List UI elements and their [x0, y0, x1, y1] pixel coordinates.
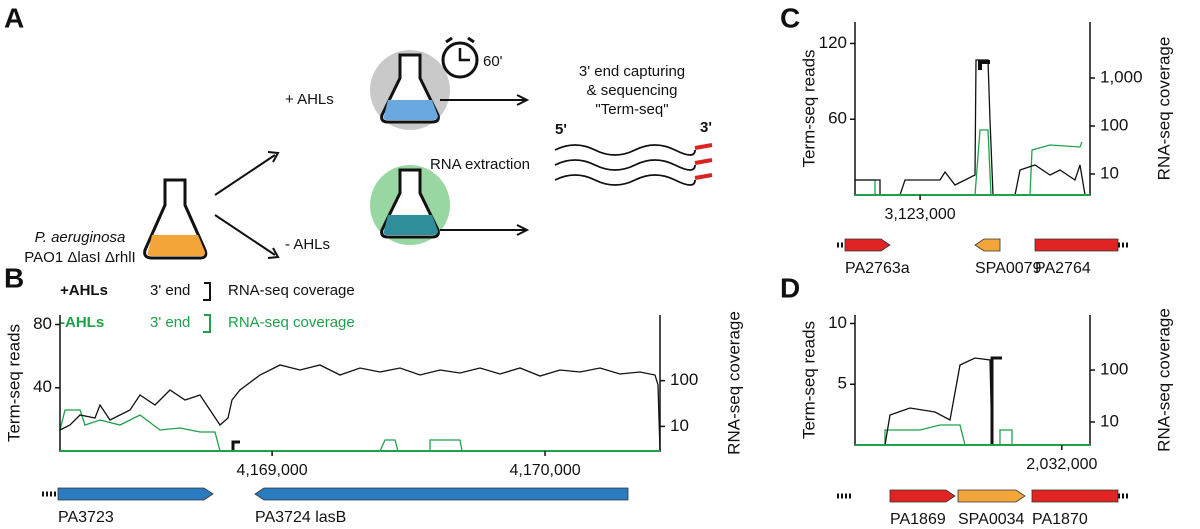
legend-end: 3' end — [150, 282, 190, 299]
gene-label: PA2763a — [845, 260, 910, 277]
legend-cov: RNA-seq coverage — [228, 314, 355, 331]
y-axis-label: Term-seq reads — [799, 49, 818, 167]
gene-label: PA1870 — [1032, 511, 1088, 528]
plus-label: + AHLs — [285, 91, 334, 108]
gene — [254, 487, 629, 501]
panel-label: D — [780, 272, 800, 303]
y2-tick-label: 100 — [1100, 115, 1128, 134]
x-tick-label: 3,123,000 — [885, 206, 956, 223]
y2-tick-label: 10 — [1100, 411, 1119, 430]
step: & sequencing — [587, 82, 678, 99]
y2-tick-label: 100 — [670, 370, 698, 389]
gene — [844, 238, 891, 252]
gene-label: PA3723 — [58, 509, 114, 526]
gene — [1031, 489, 1119, 503]
gene — [57, 487, 214, 501]
axes — [59, 315, 661, 452]
y-tick-label: 40 — [33, 377, 52, 396]
genotype: PAO1 ΔlasI ΔrhlI — [24, 249, 135, 266]
y-tick-label: 80 — [33, 314, 52, 333]
gene-label: PA1869 — [890, 511, 946, 528]
y2-axis-label: RNA-seq coverage — [1154, 37, 1173, 181]
axes — [854, 315, 1091, 446]
gene-label: PA2764 — [1035, 260, 1091, 277]
legend-name: -AHLs — [60, 314, 104, 331]
gene-label: SPA0079 — [975, 260, 1042, 277]
x-tick-label: 4,170,000 — [509, 462, 580, 479]
step: "Term-seq" — [595, 101, 668, 118]
y-tick-label: 120 — [819, 33, 847, 52]
y-tick-label: 60 — [828, 109, 847, 128]
y2-tick-label: 100 — [1100, 360, 1128, 379]
panel-label: C — [780, 2, 800, 33]
x-tick-label: 2,032,000 — [1026, 456, 1097, 473]
legend-end: 3' end — [150, 314, 190, 331]
y2-tick-label: 10 — [1100, 163, 1119, 182]
minus-label: - AHLs — [285, 236, 330, 253]
y-tick-label: 5 — [838, 374, 847, 393]
axes — [854, 22, 1091, 196]
gene — [1034, 238, 1119, 252]
y2-axis-label: RNA-seq coverage — [724, 311, 743, 455]
panel-label: B — [4, 262, 24, 293]
extraction: RNA extraction — [430, 156, 530, 173]
step: 3' end capturing — [579, 63, 685, 80]
legend: +AHLs 3' end RNA-seq coverage -AHLs 3' e… — [60, 282, 355, 333]
gene — [889, 489, 956, 503]
five-prime: 5' — [555, 121, 567, 138]
legend-cov: RNA-seq coverage — [228, 282, 355, 299]
y-tick-label: 10 — [828, 313, 847, 332]
panel-label: A — [4, 2, 24, 33]
gene-label: PA3724 lasB — [255, 509, 346, 526]
y2-tick-label: 10 — [670, 416, 689, 435]
legend-name: +AHLs — [60, 282, 108, 299]
gene-label: SPA0034 — [958, 511, 1025, 528]
time: 60' — [483, 53, 503, 70]
gene — [957, 489, 1026, 503]
y2-axis-label: RNA-seq coverage — [1154, 308, 1173, 452]
y-axis-label: Term-seq reads — [799, 321, 818, 439]
strain: P. aeruginosa — [35, 229, 126, 246]
coverage-traces — [59, 59, 1090, 452]
flask-icons — [143, 36, 713, 260]
x-tick-label: 4,169,000 — [237, 462, 308, 479]
gene — [974, 238, 1001, 252]
y2-tick-label: 1,000 — [1100, 68, 1143, 87]
y-axis-label: Term-seq reads — [4, 324, 23, 442]
three-prime: 3' — [700, 119, 712, 136]
